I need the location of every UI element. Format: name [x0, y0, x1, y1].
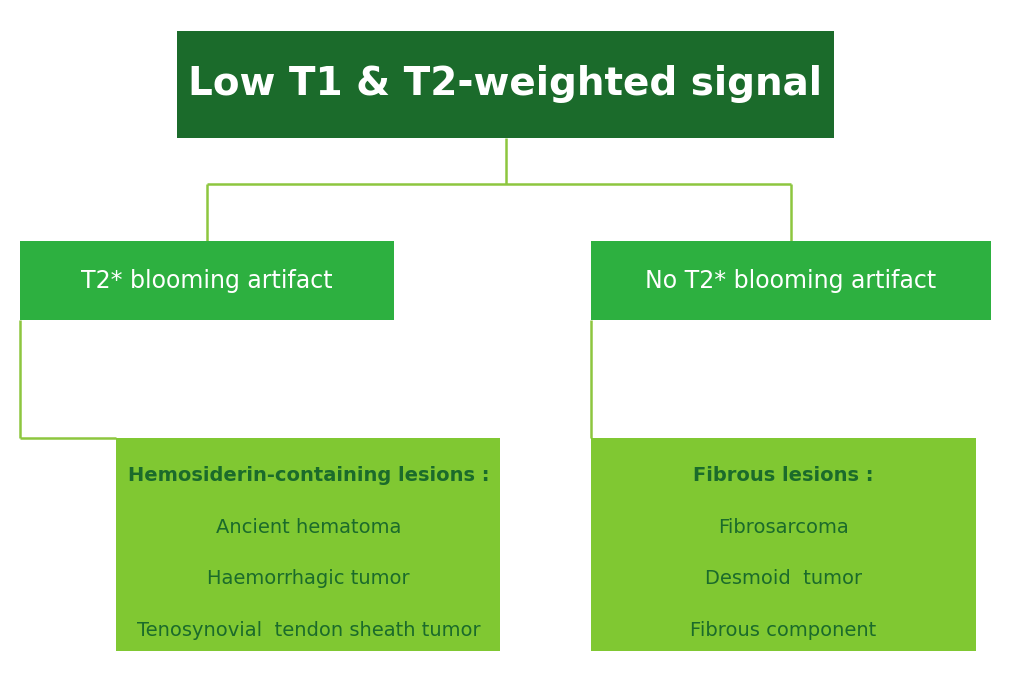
Text: Fibrous lesions :: Fibrous lesions :	[694, 466, 874, 485]
Text: Fibrous component: Fibrous component	[691, 621, 877, 640]
Text: Tenosynovial  tendon sheath tumor: Tenosynovial tendon sheath tumor	[136, 621, 480, 640]
Text: T2* blooming artifact: T2* blooming artifact	[82, 269, 333, 293]
Text: Desmoid  tumor: Desmoid tumor	[705, 569, 862, 588]
Text: No T2* blooming artifact: No T2* blooming artifact	[645, 269, 937, 293]
Text: Hemosiderin-containing lesions :: Hemosiderin-containing lesions :	[127, 466, 489, 485]
Text: Haemorrhagic tumor: Haemorrhagic tumor	[207, 569, 409, 588]
Text: Ancient hematoma: Ancient hematoma	[215, 517, 401, 537]
FancyBboxPatch shape	[116, 438, 500, 651]
Text: Fibrosarcoma: Fibrosarcoma	[718, 517, 849, 537]
FancyBboxPatch shape	[591, 241, 991, 320]
FancyBboxPatch shape	[591, 438, 976, 651]
Text: Low T1 & T2-weighted signal: Low T1 & T2-weighted signal	[188, 65, 823, 103]
FancyBboxPatch shape	[20, 241, 394, 320]
FancyBboxPatch shape	[177, 31, 834, 138]
